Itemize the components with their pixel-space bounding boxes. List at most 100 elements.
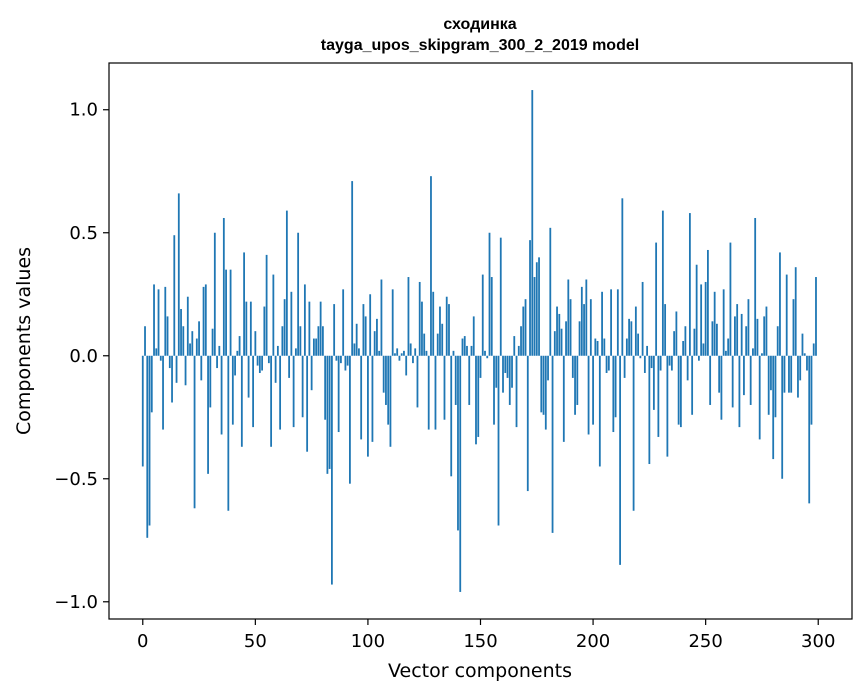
bar bbox=[405, 355, 408, 376]
bar bbox=[745, 326, 748, 356]
bar bbox=[801, 333, 804, 356]
bar bbox=[331, 355, 333, 585]
bar bbox=[743, 355, 745, 396]
bar bbox=[364, 316, 367, 356]
bar bbox=[326, 355, 329, 474]
x-tick-label: 200 bbox=[576, 631, 610, 652]
bar bbox=[560, 328, 563, 356]
bar bbox=[592, 355, 594, 425]
x-axis-label: Vector components bbox=[388, 660, 572, 682]
y-tick-label: 0.5 bbox=[69, 223, 98, 244]
bar bbox=[414, 348, 417, 356]
bar bbox=[504, 355, 507, 373]
bar bbox=[781, 355, 784, 479]
bar bbox=[472, 316, 475, 356]
bar bbox=[707, 249, 709, 356]
bar bbox=[684, 326, 687, 356]
y-tick-label: 1.0 bbox=[69, 100, 98, 121]
bar bbox=[303, 284, 306, 356]
bar bbox=[220, 355, 223, 435]
bar bbox=[310, 355, 313, 391]
bar bbox=[794, 267, 797, 356]
bar bbox=[655, 242, 658, 356]
bar bbox=[340, 355, 342, 364]
bar bbox=[288, 355, 291, 378]
bar bbox=[371, 355, 374, 442]
bar bbox=[803, 353, 806, 356]
bar bbox=[691, 355, 694, 415]
bar bbox=[308, 301, 311, 356]
bar bbox=[506, 355, 509, 378]
bar bbox=[425, 350, 428, 356]
bar bbox=[200, 355, 203, 381]
bar bbox=[526, 355, 529, 492]
bar bbox=[342, 289, 345, 356]
bar bbox=[274, 355, 277, 383]
bar bbox=[409, 343, 412, 356]
bar bbox=[603, 338, 606, 356]
bar bbox=[774, 355, 777, 418]
bar bbox=[673, 331, 676, 356]
bar bbox=[186, 296, 189, 356]
bar bbox=[144, 326, 146, 356]
bar bbox=[168, 355, 171, 369]
bar bbox=[211, 328, 214, 356]
bar bbox=[207, 355, 209, 474]
bar bbox=[542, 355, 545, 415]
bar bbox=[324, 355, 327, 420]
bar bbox=[540, 355, 543, 413]
bar bbox=[551, 355, 554, 533]
bar bbox=[520, 326, 522, 356]
bar bbox=[738, 355, 741, 428]
bar bbox=[457, 355, 459, 531]
bar bbox=[283, 299, 286, 356]
bar bbox=[493, 355, 495, 425]
bar bbox=[693, 328, 696, 356]
bar bbox=[376, 318, 378, 356]
bar bbox=[731, 355, 734, 408]
y-axis-label: Components values bbox=[13, 247, 35, 435]
bar bbox=[148, 355, 151, 526]
bar bbox=[596, 341, 599, 356]
bar bbox=[779, 252, 781, 356]
bar bbox=[245, 301, 248, 356]
bar bbox=[652, 355, 655, 410]
bar bbox=[790, 355, 793, 393]
bar bbox=[695, 264, 698, 356]
bar bbox=[682, 341, 685, 356]
bar bbox=[632, 355, 635, 511]
bar bbox=[238, 336, 241, 356]
bar bbox=[661, 210, 664, 356]
bar bbox=[761, 353, 763, 356]
bar bbox=[752, 348, 754, 356]
chart-subtitle: tayga_upos_skipgram_300_2_2019 model bbox=[321, 37, 639, 54]
bar bbox=[146, 355, 149, 538]
bar bbox=[150, 355, 153, 413]
bar bbox=[182, 326, 185, 356]
bar bbox=[297, 232, 300, 356]
bar bbox=[486, 355, 489, 359]
bar bbox=[720, 355, 723, 420]
bar bbox=[432, 291, 435, 356]
bar bbox=[180, 309, 182, 356]
bar bbox=[815, 277, 817, 356]
bar bbox=[580, 286, 583, 356]
bar bbox=[589, 299, 592, 356]
bar bbox=[657, 355, 660, 437]
bar bbox=[511, 355, 513, 388]
bar bbox=[749, 355, 752, 405]
bar bbox=[666, 355, 669, 457]
bar bbox=[382, 355, 385, 393]
bar bbox=[450, 355, 453, 477]
bar bbox=[468, 355, 471, 405]
bar bbox=[195, 338, 198, 356]
bar bbox=[279, 355, 282, 430]
bar bbox=[569, 299, 572, 356]
bar bbox=[227, 355, 230, 511]
bar bbox=[292, 355, 295, 428]
bar bbox=[612, 355, 615, 433]
bar bbox=[299, 326, 302, 356]
bar bbox=[470, 345, 473, 356]
bar bbox=[614, 355, 617, 418]
bar bbox=[189, 343, 191, 356]
